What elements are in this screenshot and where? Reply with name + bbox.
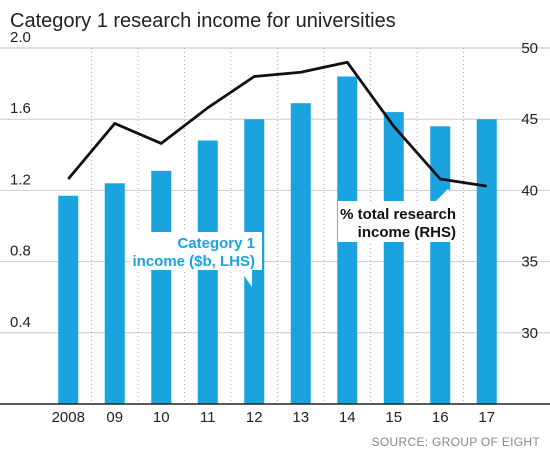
- bar: [58, 195, 79, 404]
- x-tick-label: 16: [432, 409, 449, 426]
- chart-title: Category 1 research income for universit…: [10, 10, 396, 32]
- callout-lhs: Category 1 income ($b, LHS): [130, 232, 262, 287]
- callout-rhs: % total research income (RHS): [338, 189, 460, 242]
- gridlines: [0, 47, 550, 404]
- bars: [58, 76, 497, 405]
- bar: [151, 170, 172, 404]
- callout-rhs-line2: income (RHS): [358, 224, 456, 241]
- x-tick-label: 14: [339, 409, 356, 426]
- callout-lhs-line2: income ($b, LHS): [132, 253, 255, 270]
- x-tick-label: 13: [292, 409, 309, 426]
- callout-lhs-line1: Category 1: [177, 235, 255, 252]
- y-right-tick-label: 50: [521, 40, 538, 57]
- x-tick-label: 12: [246, 409, 263, 426]
- bar: [104, 183, 125, 404]
- y-right-tick-label: 35: [521, 254, 538, 271]
- x-tick-label: 15: [385, 409, 402, 426]
- line-series-path: [67, 60, 487, 188]
- line-series: [67, 60, 487, 188]
- y-right-tick-label: 45: [521, 111, 538, 128]
- x-tick-label: 11: [200, 409, 216, 426]
- callout-rhs-line1: % total research: [340, 206, 456, 223]
- y-left-tick-label: 0.4: [10, 314, 31, 331]
- y-left-tick-label: 2.0: [10, 29, 31, 46]
- y-right-tick-label: 30: [521, 325, 538, 342]
- y-left-tick-label: 1.6: [10, 100, 31, 117]
- bar: [290, 103, 311, 405]
- x-tick-label: 10: [153, 409, 170, 426]
- y-right-tick-label: 40: [521, 182, 538, 199]
- bar: [383, 112, 404, 404]
- bar: [430, 126, 451, 404]
- axes: 0.4 0.8 1.2 1.6 2.0 30 35 40 45 50 2008 09 10 11 12 13 1…: [0, 29, 550, 426]
- x-tick-label: 09: [106, 409, 123, 426]
- bar: [197, 140, 218, 404]
- y-left-tick-label: 0.8: [10, 243, 31, 260]
- chart-source: SOURCE: GROUP OF EIGHT: [372, 435, 541, 449]
- x-tick-label: 17: [478, 409, 495, 426]
- bar: [476, 119, 497, 404]
- x-tick-label: 2008: [52, 409, 85, 426]
- y-left-tick-label: 1.2: [10, 171, 31, 188]
